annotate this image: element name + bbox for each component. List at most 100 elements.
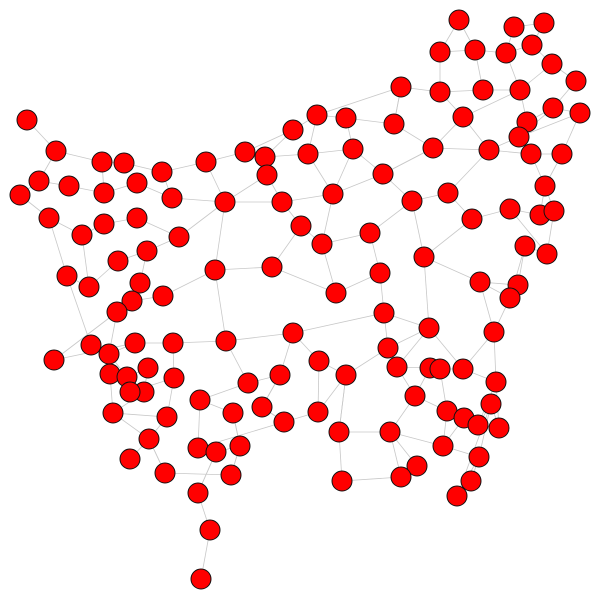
graph-node [121, 290, 143, 312]
graph-node [215, 330, 237, 352]
graph-node [468, 446, 490, 468]
graph-node [102, 402, 124, 424]
graph-node [199, 519, 221, 541]
graph-node [136, 240, 158, 262]
graph-node [432, 435, 454, 457]
graph-edge [292, 312, 385, 334]
graph-node [205, 441, 227, 463]
graph-node [536, 243, 558, 265]
graph-node [551, 143, 573, 165]
graph-node [379, 421, 401, 443]
graph-node [495, 42, 517, 64]
graph-node [485, 371, 507, 393]
graph-node [38, 207, 60, 229]
graph-node [483, 321, 505, 343]
graph-node [418, 317, 440, 339]
graph-node [328, 421, 350, 443]
graph-node [45, 140, 67, 162]
graph-edge [53, 311, 118, 361]
graph-node [237, 372, 259, 394]
graph-node [126, 207, 148, 229]
graph-node [322, 183, 344, 205]
graph-edge [271, 266, 337, 294]
graph-node [256, 164, 278, 186]
graph-node [307, 401, 329, 423]
graph-edge [316, 86, 402, 116]
graph-node [569, 102, 591, 124]
graph-node [161, 187, 183, 209]
graph-node [273, 411, 295, 433]
graph-node [156, 406, 178, 428]
graph-node [533, 12, 555, 34]
graph-node [189, 389, 211, 411]
graph-node [359, 222, 381, 244]
graph-node [342, 138, 364, 160]
graph-node [91, 151, 113, 173]
graph-node [80, 334, 102, 356]
graph-node [542, 97, 564, 119]
graph-node [429, 81, 451, 103]
graph-node [16, 109, 38, 131]
graph-node [107, 250, 129, 272]
graph-node [390, 466, 412, 488]
graph-node [369, 262, 391, 284]
graph-node [429, 358, 451, 380]
graph-node [467, 414, 489, 436]
graph-node [261, 256, 283, 278]
graph-node [469, 271, 491, 293]
graph-node [168, 226, 190, 248]
graph-edge [164, 472, 232, 476]
graph-node [422, 137, 444, 159]
graph-node [43, 349, 65, 371]
graph-node [373, 302, 395, 324]
graph-edge [66, 275, 92, 346]
graph-edge [462, 89, 521, 118]
graph-node [503, 16, 525, 38]
graph-node [478, 139, 500, 161]
graph-node [254, 146, 276, 168]
graph-node [28, 170, 50, 192]
graph-node [383, 113, 405, 135]
graph-node [251, 396, 273, 418]
graph-node [119, 381, 141, 403]
graph-node [377, 337, 399, 359]
graph-node [460, 470, 482, 492]
graph-node [508, 126, 530, 148]
graph-node [220, 464, 242, 486]
graph-node [163, 367, 185, 389]
graph-node [401, 190, 423, 212]
graph-node [93, 213, 115, 235]
graph-node [480, 393, 502, 415]
graph-node [448, 9, 470, 31]
graph-node [106, 301, 128, 323]
graph-node [406, 455, 428, 477]
graph-node [138, 428, 160, 450]
graph-node [195, 151, 217, 173]
graph-node [269, 364, 291, 386]
graph-node [204, 259, 226, 281]
graph-node [187, 482, 209, 504]
graph-node [290, 215, 312, 237]
graph-node [390, 76, 412, 98]
graph-node [386, 356, 408, 378]
graph-node [311, 233, 333, 255]
graph-node [9, 184, 31, 206]
graph-node [335, 107, 357, 129]
graph-node [499, 198, 521, 220]
graph-node [126, 172, 148, 194]
graph-node [98, 343, 120, 365]
graph-node [331, 470, 353, 492]
graph-node [335, 364, 357, 386]
graph-node [119, 448, 141, 470]
graph-node [413, 246, 435, 268]
graph-node [306, 104, 328, 126]
graph-node [129, 272, 151, 294]
graph-node [452, 358, 474, 380]
graph-node [58, 175, 80, 197]
graph-node [187, 437, 209, 459]
graph-node [514, 235, 536, 257]
graph-node [214, 191, 236, 213]
graph-edge [518, 112, 581, 138]
graph-edge [214, 269, 227, 342]
graph-edge [423, 256, 430, 329]
